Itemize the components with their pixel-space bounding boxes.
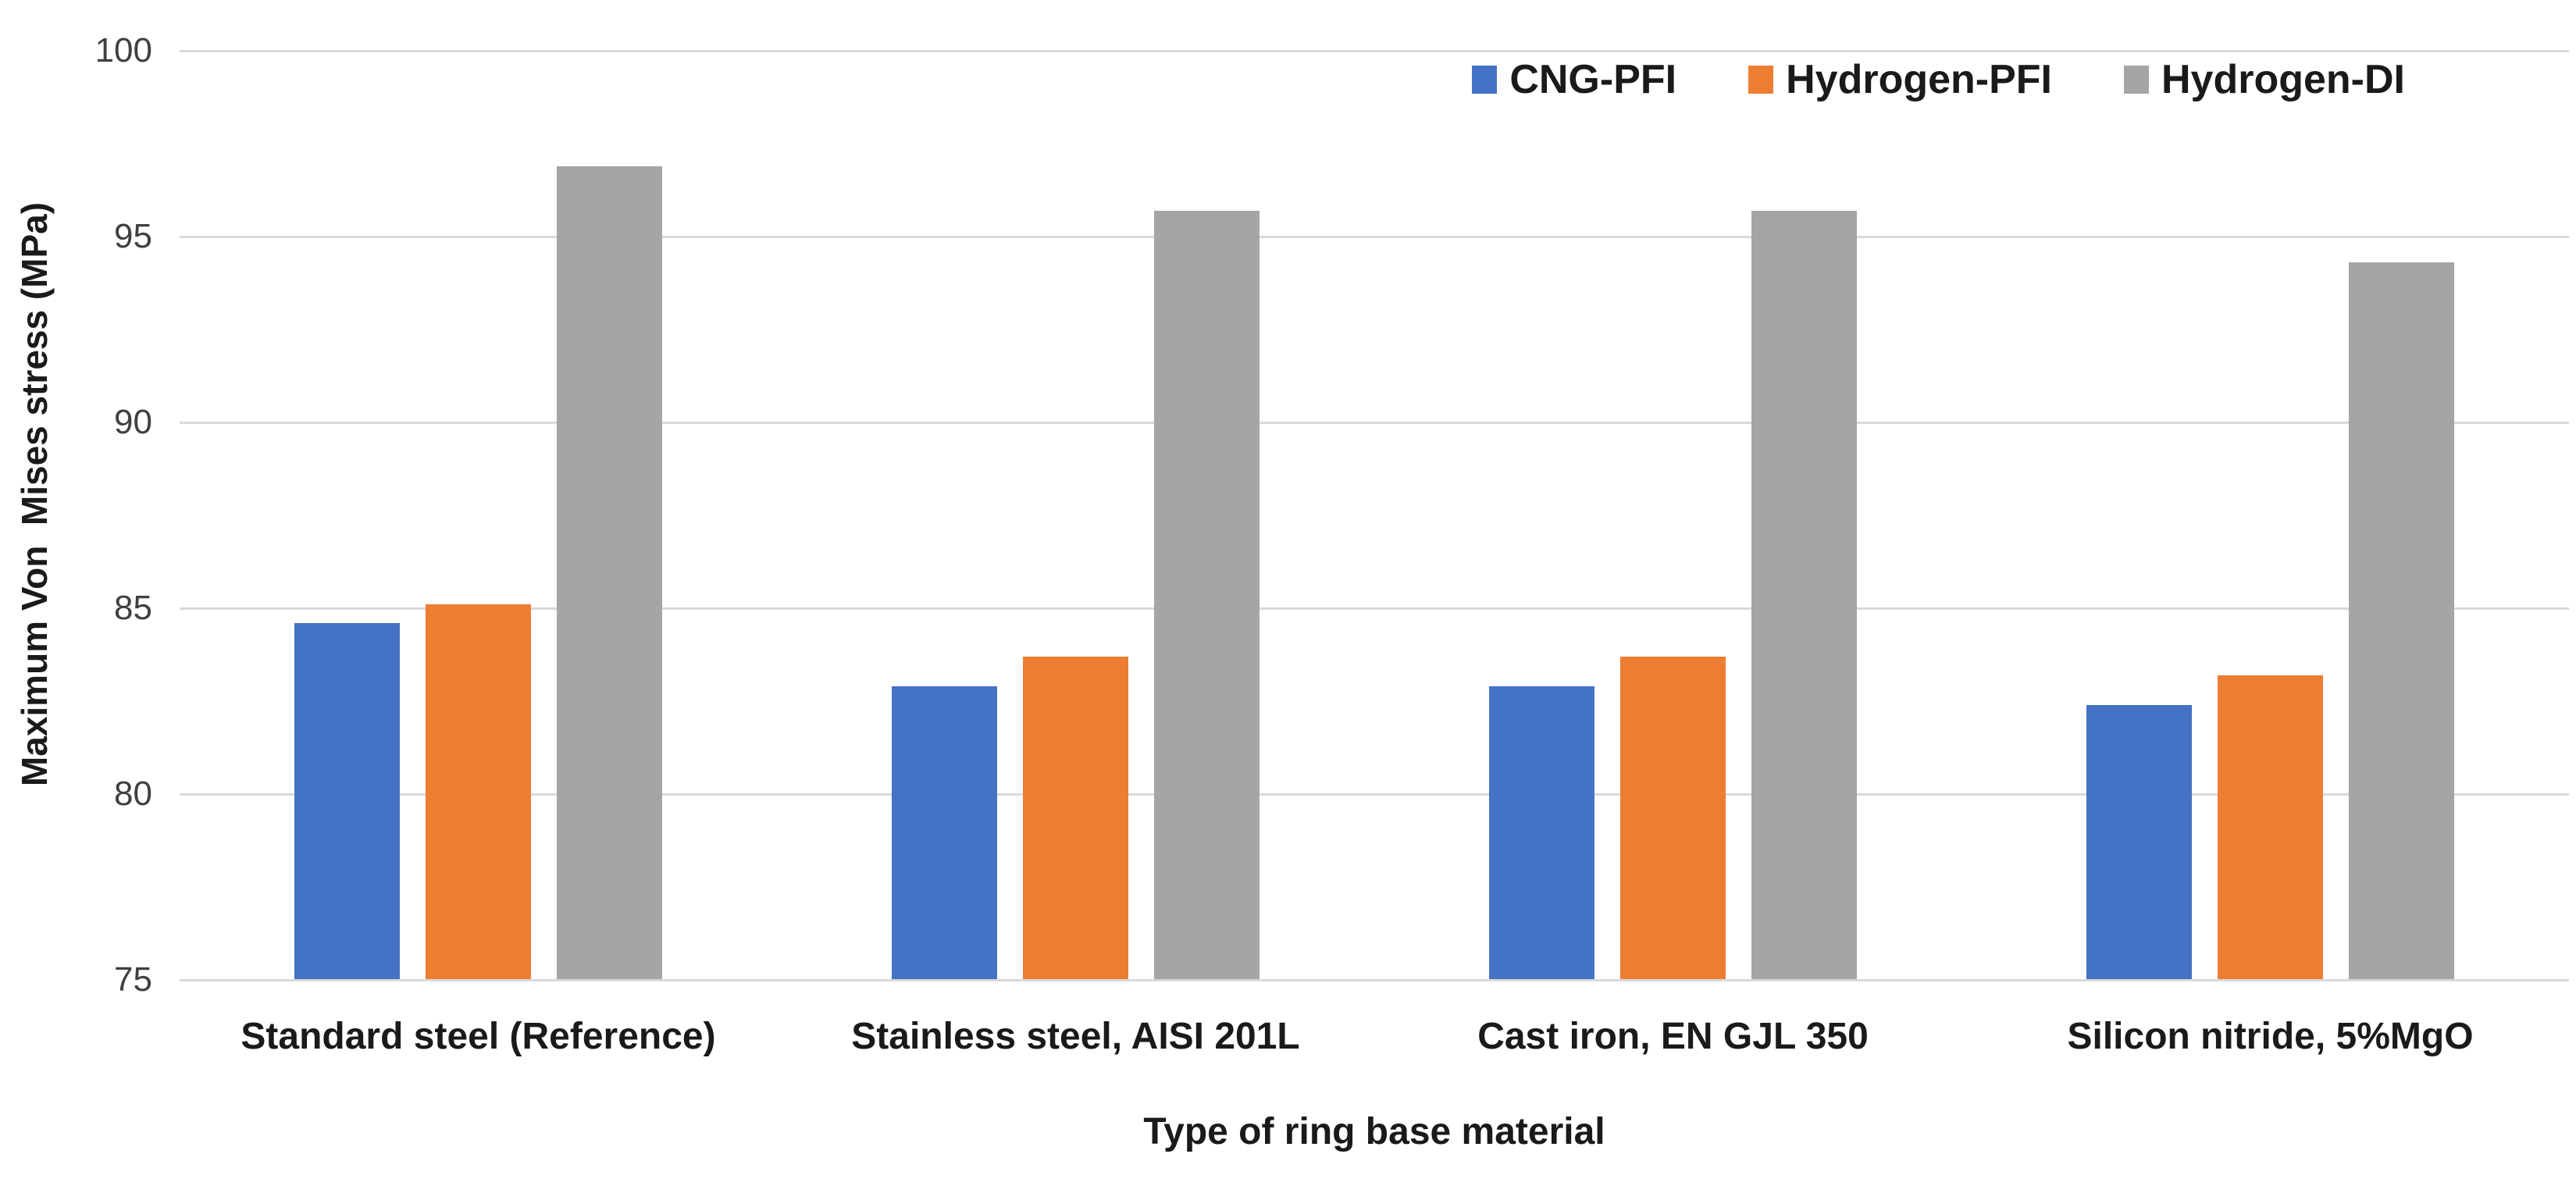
x-axis-line [180, 979, 2569, 981]
bar-cng-pfi-group-4 [2086, 704, 2192, 980]
bar-group-3 [1374, 51, 1972, 980]
legend-label: CNG-PFI [1509, 57, 1677, 102]
legend-item-hydrogen-pfi: Hydrogen-PFI [1748, 56, 2052, 103]
category-label-2: Stainless steel, AISI 201L [851, 1016, 1300, 1057]
legend-swatch-icon [1472, 66, 1498, 94]
legend-item-hydrogen-di: Hydrogen-DI [2124, 56, 2405, 103]
y-axis-title: Maximum Von Mises stress (MPa) [14, 201, 55, 787]
y-tick-label-100: 100 [94, 31, 152, 69]
bar-cng-pfi-group-2 [892, 686, 997, 980]
y-tick-label-90: 90 [114, 403, 152, 441]
bar-hydrogen-pfi-group-4 [2218, 675, 2323, 980]
category-label-4: Silicon nitride, 5%MgO [2067, 1016, 2474, 1057]
x-axis-title: Type of ring base material [1143, 1111, 1605, 1152]
gridline-y-95 [180, 236, 2569, 238]
legend-label: Hydrogen-DI [2161, 57, 2405, 102]
legend-label: Hydrogen-PFI [1786, 57, 2052, 102]
bar-hydrogen-pfi-group-3 [1620, 656, 1726, 980]
bar-group-1 [180, 51, 777, 980]
gridline-y-85 [180, 607, 2569, 610]
y-tick-label-85: 85 [114, 589, 152, 627]
gridline-y-90 [180, 422, 2569, 424]
bar-group-2 [777, 51, 1374, 980]
bar-hydrogen-di-group-1 [557, 166, 662, 980]
bar-hydrogen-di-group-3 [1751, 210, 1857, 980]
legend-swatch-icon [1748, 66, 1774, 94]
bar-hydrogen-di-group-4 [2349, 262, 2454, 980]
y-tick-label-95: 95 [114, 217, 152, 255]
y-tick-label-75: 75 [114, 960, 152, 999]
plot-area [180, 50, 2569, 981]
legend-item-cng-pfi: CNG-PFI [1472, 56, 1676, 103]
legend: CNG-PFI Hydrogen-PFI Hydrogen-DI [1472, 56, 2405, 103]
gridline-y-80 [180, 793, 2569, 796]
y-tick-label-80: 80 [114, 775, 152, 813]
bar-hydrogen-pfi-group-1 [426, 604, 531, 980]
category-label-3: Cast iron, EN GJL 350 [1477, 1016, 1869, 1057]
bar-cng-pfi-group-1 [294, 623, 400, 980]
category-label-1: Standard steel (Reference) [240, 1016, 716, 1057]
legend-swatch-icon [2124, 66, 2149, 94]
bar-hydrogen-pfi-group-2 [1023, 656, 1128, 980]
bar-hydrogen-di-group-2 [1154, 210, 1259, 980]
bar-group-4 [1972, 51, 2569, 980]
bar-cng-pfi-group-3 [1489, 686, 1594, 980]
gridline-y-100 [180, 50, 2569, 52]
